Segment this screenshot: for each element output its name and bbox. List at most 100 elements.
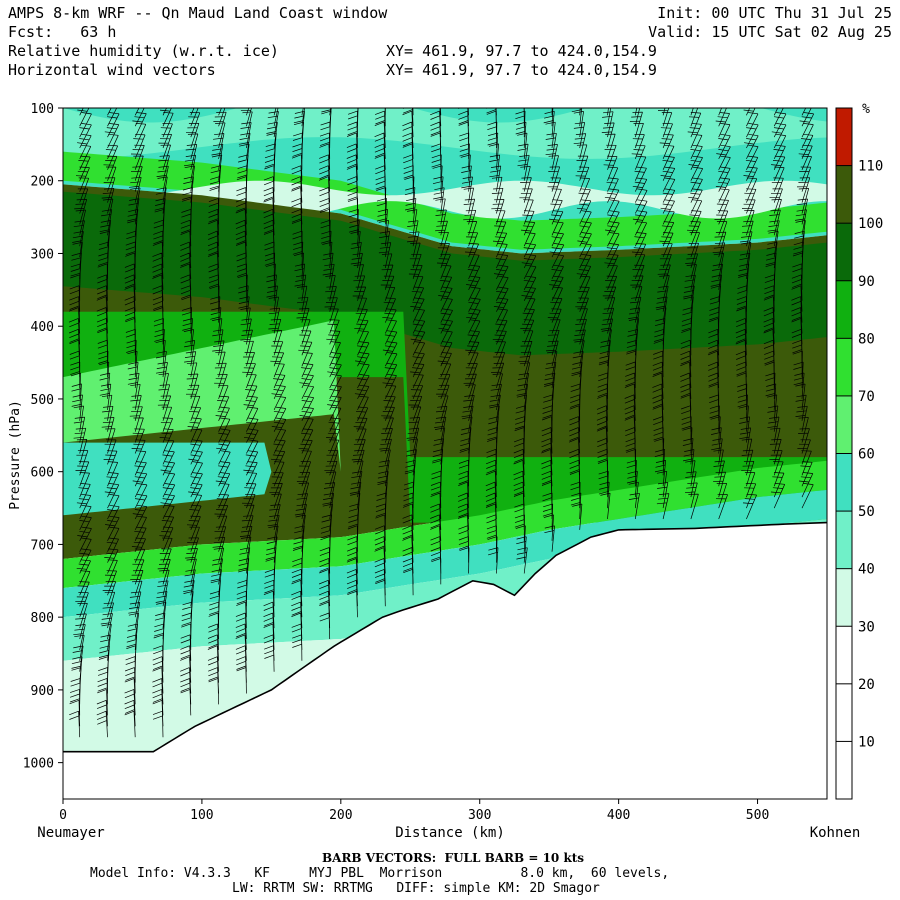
- wind-barb: [346, 143, 358, 170]
- wind-barb: [97, 678, 108, 705]
- wind-barb: [294, 274, 307, 301]
- wind-barb: [161, 515, 175, 541]
- wind-barb: [411, 286, 425, 312]
- wind-barb: [798, 417, 809, 443]
- wind-barb: [745, 155, 759, 181]
- wind-barb: [606, 177, 619, 203]
- wind-barb: [273, 428, 287, 454]
- wind-barb: [607, 232, 620, 258]
- wind-barb: [709, 394, 720, 421]
- wind-barb: [154, 328, 165, 356]
- wind-barb: [240, 318, 252, 345]
- x-end-label-right: Kohnen: [810, 825, 861, 841]
- y-tick-label: 200: [31, 175, 54, 190]
- wind-barb: [459, 132, 470, 159]
- wind-barb: [292, 634, 303, 661]
- wind-barb: [632, 286, 643, 312]
- wind-barb: [218, 108, 222, 116]
- y-tick-label: 1000: [23, 757, 54, 772]
- wind-barb: [514, 416, 526, 443]
- wind-barb: [158, 384, 171, 410]
- wind-barb: [716, 144, 731, 170]
- wind-barb: [687, 123, 702, 149]
- wind-barb: [152, 710, 164, 738]
- wind-barb: [217, 395, 230, 421]
- terrain-mask: [63, 522, 827, 799]
- wind-barb: [214, 373, 228, 400]
- wind-barb: [106, 537, 119, 563]
- wind-barb: [268, 307, 281, 334]
- wind-barb: [799, 166, 812, 192]
- wind-barb: [268, 296, 279, 323]
- wind-barb: [743, 166, 758, 192]
- wind-barb: [152, 263, 164, 290]
- colorbar-swatch: [836, 108, 852, 166]
- rh-band-lower-40-50: [63, 519, 827, 661]
- wind-barb: [384, 352, 398, 378]
- wind-barb: [180, 689, 192, 716]
- wind-barb: [125, 241, 136, 269]
- wind-barb: [356, 297, 367, 323]
- wind-barb: [155, 591, 168, 618]
- wind-barb: [180, 645, 192, 672]
- wind-barb: [520, 166, 531, 192]
- wind-barb: [124, 689, 136, 716]
- wind-barb: [97, 263, 108, 290]
- wind-barb: [129, 176, 142, 203]
- colorbar-tick-label: 20: [858, 677, 875, 693]
- wind-barb: [134, 108, 145, 127]
- wind-barb: [542, 492, 553, 519]
- wind-barb: [76, 450, 89, 476]
- wind-barb: [792, 263, 803, 290]
- wind-barb: [319, 612, 331, 640]
- wind-barb: [291, 579, 303, 607]
- wind-barb: [235, 612, 247, 640]
- wind-barb: [207, 219, 219, 247]
- wind-barb: [713, 471, 726, 498]
- wind-barb: [236, 187, 247, 214]
- init-time: Init: 00 UTC Thu 31 Jul 25: [657, 4, 892, 22]
- colorbar-swatch: [836, 223, 852, 281]
- wind-barb: [76, 559, 91, 585]
- wind-barb: [213, 547, 225, 574]
- wind-barb: [523, 297, 536, 323]
- y-axis-label: Pressure (hPa): [8, 400, 23, 510]
- wind-barb: [661, 112, 673, 138]
- wind-barb: [579, 108, 581, 116]
- wind-barb: [459, 143, 470, 170]
- wind-barb: [432, 165, 443, 192]
- wind-barb: [516, 536, 527, 563]
- colorbar-swatch: [836, 741, 852, 799]
- wind-barb: [71, 383, 82, 410]
- wind-barb: [600, 492, 611, 520]
- wind-barb: [383, 417, 394, 443]
- wind-barb: [104, 439, 117, 465]
- wind-barb: [374, 558, 386, 585]
- wind-barb: [75, 166, 90, 192]
- wind-barb: [523, 108, 525, 127]
- wind-barb: [347, 590, 358, 618]
- wind-barb: [736, 296, 747, 323]
- wind-barb: [687, 242, 699, 269]
- wind-barb: [737, 394, 748, 421]
- wind-barb: [767, 416, 780, 443]
- wind-barb: [466, 308, 481, 334]
- wind-barb: [682, 438, 694, 465]
- wind-barb: [238, 285, 249, 312]
- wind-barb: [298, 482, 310, 509]
- wind-barb: [410, 330, 426, 356]
- wind-barb: [602, 286, 617, 312]
- wind-barb: [548, 155, 559, 181]
- wind-barb: [708, 328, 720, 356]
- wind-barb: [375, 579, 386, 607]
- wind-barb: [634, 199, 648, 225]
- wind-barb: [440, 297, 453, 323]
- wind-barb: [70, 274, 81, 301]
- wind-barb: [630, 275, 644, 301]
- wind-barb: [769, 450, 783, 476]
- wind-barb: [76, 493, 92, 520]
- wind-barb: [291, 165, 303, 192]
- y-tick-label: 800: [31, 611, 54, 626]
- wind-barb: [545, 144, 558, 170]
- wind-barb: [402, 108, 414, 127]
